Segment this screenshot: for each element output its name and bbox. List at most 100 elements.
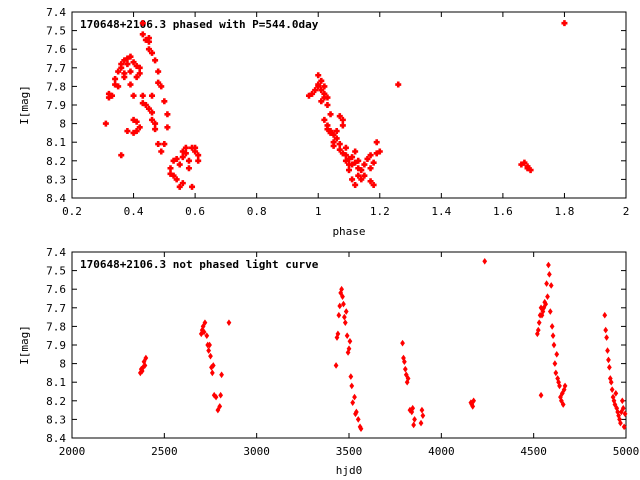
plot-frame bbox=[71, 251, 627, 439]
chart-title: 170648+2106.3 phased with P=544.0day bbox=[80, 18, 319, 31]
data-point bbox=[315, 72, 322, 79]
y-tick-label: 7.8 bbox=[46, 320, 66, 333]
y-tick-label: 7.7 bbox=[46, 302, 66, 315]
data-point bbox=[482, 257, 488, 265]
data-point bbox=[339, 116, 346, 123]
data-point bbox=[195, 152, 202, 159]
data-point bbox=[158, 148, 165, 155]
data-point bbox=[336, 146, 343, 153]
y-tick-label: 8 bbox=[59, 118, 66, 131]
data-point bbox=[145, 105, 152, 112]
data-point bbox=[336, 141, 343, 148]
data-point bbox=[179, 154, 186, 161]
data-point bbox=[346, 345, 352, 353]
data-point bbox=[215, 406, 221, 414]
x-tick-label: 0.4 bbox=[124, 205, 144, 218]
data-point bbox=[358, 167, 365, 174]
data-point bbox=[409, 408, 415, 416]
data-point bbox=[609, 386, 615, 393]
y-tick-label: 7.5 bbox=[46, 265, 66, 278]
data-point bbox=[133, 74, 140, 81]
data-point bbox=[115, 68, 122, 75]
data-point bbox=[402, 358, 407, 366]
data-point bbox=[557, 382, 562, 390]
data-point bbox=[145, 38, 152, 45]
y-tick-label: 7.9 bbox=[46, 99, 66, 112]
y-axis-label: I[mag] bbox=[18, 85, 31, 125]
data-point bbox=[547, 308, 553, 315]
data-point bbox=[182, 144, 189, 151]
data-point bbox=[324, 94, 331, 101]
data-point bbox=[155, 79, 162, 86]
data-point bbox=[161, 141, 168, 148]
y-tick-label: 7.7 bbox=[46, 62, 66, 75]
data-point bbox=[173, 155, 180, 162]
data-point bbox=[170, 172, 177, 179]
data-point bbox=[330, 131, 337, 138]
x-tick-label: 2 bbox=[623, 205, 630, 218]
data-point bbox=[335, 330, 341, 338]
y-tick-label: 8.2 bbox=[46, 155, 66, 168]
data-point bbox=[539, 311, 545, 319]
data-point bbox=[347, 337, 353, 345]
data-point bbox=[219, 371, 224, 379]
data-point bbox=[545, 293, 550, 300]
x-tick-label: 3000 bbox=[243, 445, 270, 458]
data-point bbox=[419, 406, 425, 414]
data-point bbox=[336, 311, 342, 319]
data-point bbox=[344, 332, 350, 340]
data-point bbox=[373, 139, 380, 146]
data-point bbox=[553, 369, 559, 377]
data-point bbox=[603, 326, 609, 334]
y-tick-label: 7.4 bbox=[46, 246, 66, 259]
data-point bbox=[149, 116, 156, 123]
y-tick-label: 8.2 bbox=[46, 395, 66, 408]
data-point bbox=[349, 154, 356, 161]
data-point bbox=[139, 92, 146, 99]
x-tick-label: 0.6 bbox=[185, 205, 205, 218]
data-point bbox=[324, 102, 331, 108]
data-point bbox=[339, 122, 346, 129]
x-tick-label: 1.6 bbox=[493, 205, 513, 218]
data-series bbox=[137, 257, 628, 433]
data-point bbox=[139, 31, 146, 38]
data-point bbox=[312, 87, 319, 94]
data-point bbox=[619, 408, 624, 416]
data-point bbox=[200, 323, 206, 330]
data-point bbox=[376, 148, 383, 155]
data-point bbox=[109, 92, 116, 99]
data-point bbox=[124, 61, 131, 68]
y-tick-label: 8.3 bbox=[46, 413, 66, 426]
data-point bbox=[330, 142, 337, 149]
data-point bbox=[418, 419, 424, 427]
data-point bbox=[333, 362, 339, 369]
data-point bbox=[355, 416, 361, 423]
data-point bbox=[167, 165, 174, 172]
unphased-light-curve-plot: 2000 2500 3000 3500 4000 4500 5000 7.4 7.5 7.6 7.7… bbox=[18, 246, 639, 477]
data-point bbox=[321, 83, 328, 90]
data-point bbox=[217, 403, 223, 410]
data-point bbox=[350, 399, 356, 406]
data-point bbox=[367, 152, 374, 159]
data-point bbox=[358, 176, 365, 183]
data-point bbox=[602, 311, 608, 319]
data-point bbox=[354, 408, 359, 416]
data-point bbox=[127, 81, 134, 88]
y-tick-label: 8.1 bbox=[46, 136, 66, 149]
x-axis-label: phase bbox=[332, 225, 365, 238]
data-point bbox=[149, 92, 156, 99]
data-point bbox=[346, 167, 352, 174]
data-point bbox=[605, 347, 610, 354]
data-point bbox=[546, 261, 551, 269]
data-point bbox=[355, 157, 362, 164]
data-point bbox=[315, 83, 322, 90]
data-point bbox=[358, 425, 364, 433]
y-tick-label: 8 bbox=[59, 358, 66, 371]
data-point bbox=[327, 111, 334, 118]
data-point bbox=[185, 165, 192, 172]
y-tick-label: 8.4 bbox=[46, 432, 66, 445]
data-point bbox=[206, 347, 212, 354]
chart-title: 170648+2106.3 not phased light curve bbox=[80, 258, 319, 271]
data-point bbox=[551, 341, 557, 349]
y-tick-label: 7.9 bbox=[46, 339, 66, 352]
